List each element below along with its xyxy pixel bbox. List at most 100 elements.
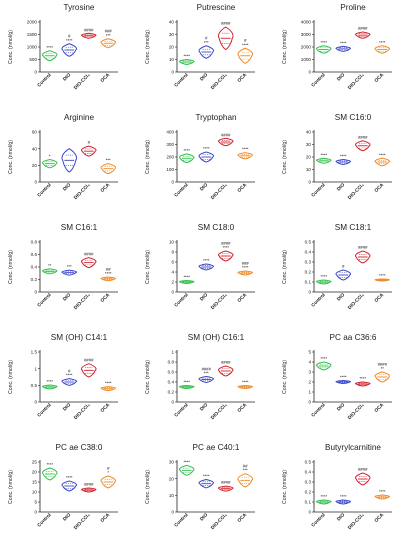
chart-title: PC ae C40:1 xyxy=(193,443,240,452)
significance-label: *** xyxy=(204,371,209,376)
violin-mark xyxy=(42,50,58,62)
violin-mark xyxy=(81,257,97,269)
chart-panel: SM (OH) C16:1 Conc. (nmol/g) 0 0.2 0.4 0.6 0.8… xyxy=(145,333,255,421)
chart-panel: SM C18:1 Conc. (nmol/g) 0 0.1 0.2 0.3 0.4 0.5 **… xyxy=(282,223,392,311)
y-tick-label: 1500 xyxy=(27,32,38,37)
y-tick-label: 40 xyxy=(306,130,312,135)
category-label: DIO-CCl₄ xyxy=(73,512,92,531)
y-tick-label: 0.2 xyxy=(305,490,312,495)
category-label: Control xyxy=(173,402,189,418)
violin-mark xyxy=(61,148,78,173)
y-axis-label: Conc. (nmol/g) xyxy=(282,360,288,394)
violin-mark xyxy=(80,32,97,39)
significance-label: #### xyxy=(221,360,231,365)
y-tick-label: 4 xyxy=(308,360,311,365)
y-tick-label: 0.2 xyxy=(31,277,38,282)
category-label: Control xyxy=(36,72,52,88)
violin-mark xyxy=(335,269,351,281)
significance-label: **** xyxy=(183,54,190,59)
chart-panel: Tyrosine Conc. (nmol/g) 0 500 1000 1500 2000 **… xyxy=(8,3,118,91)
violin-mark xyxy=(100,38,117,49)
chart-title: SM C16:1 xyxy=(61,223,98,232)
violin-mark xyxy=(315,279,332,285)
category-label: DIO-CCl₄ xyxy=(347,182,366,201)
significance-label: #### xyxy=(221,480,231,485)
category-label: DIO xyxy=(199,72,209,82)
y-tick-label: 25 xyxy=(32,460,38,465)
significance-label: **** xyxy=(242,380,249,385)
y-tick-label: 300 xyxy=(166,142,174,147)
y-tick-label: 5 xyxy=(34,500,37,505)
chart-title: Arginine xyxy=(64,113,94,122)
y-axis-label: Conc. (nmol/g) xyxy=(145,360,151,394)
chart-title: Tyrosine xyxy=(64,3,95,12)
category-label: DIO xyxy=(336,512,346,522)
y-axis-label: Conc. (nmol/g) xyxy=(282,140,288,174)
y-tick-label: 0 xyxy=(171,70,174,75)
category-label: Control xyxy=(36,512,52,528)
category-label: DIO xyxy=(199,182,209,192)
y-tick-label: 0.2 xyxy=(168,390,175,395)
violin-mark xyxy=(81,145,97,157)
y-tick-label: 20 xyxy=(32,470,38,475)
significance-label: # xyxy=(107,466,110,471)
y-tick-label: 20 xyxy=(169,45,175,50)
category-label: OCA xyxy=(373,512,385,524)
category-label: OCA xyxy=(99,72,111,84)
violin-mark xyxy=(237,270,254,276)
category-label: DIO xyxy=(62,512,72,522)
chart-panel: Tryptophan Conc. (nmol/g) 0 100 200 300 400 ***… xyxy=(145,113,255,201)
chart-title: Proline xyxy=(340,3,366,12)
y-tick-label: 5 xyxy=(308,350,311,355)
violin-mark xyxy=(335,499,352,505)
violin-mark xyxy=(355,140,371,152)
category-label: OCA xyxy=(236,292,248,304)
category-label: OCA xyxy=(236,182,248,194)
y-tick-label: 0 xyxy=(34,510,37,515)
significance-label: **** xyxy=(222,245,229,250)
category-label: DIO xyxy=(199,402,209,412)
category-label: OCA xyxy=(99,402,111,414)
y-axis-label: Conc. (nmol/g) xyxy=(8,250,14,284)
chart-panel: SM C16:0 Conc. (nmol/g) 0 10 20 30 40 **** Contr… xyxy=(282,113,392,201)
violin-mark xyxy=(335,45,352,52)
violin-mark xyxy=(354,381,371,387)
chart-title: Butyrylcarnitine xyxy=(325,443,381,452)
category-label: OCA xyxy=(236,512,248,524)
y-axis-label: Conc. (nmol/g) xyxy=(8,140,14,174)
y-tick-label: 400 xyxy=(166,130,174,135)
violin-mark xyxy=(178,279,195,285)
significance-label: **** xyxy=(66,475,73,480)
significance-label: *** xyxy=(106,158,111,163)
significance-label: *** xyxy=(243,468,248,473)
y-axis-label: Conc. (nmol/g) xyxy=(145,250,151,284)
y-tick-label: 0.5 xyxy=(305,240,312,245)
chart-title: SM C16:0 xyxy=(335,113,372,122)
y-tick-label: 0 xyxy=(171,180,174,185)
category-label: DIO-CCl₄ xyxy=(347,292,366,311)
y-tick-label: 30 xyxy=(169,460,175,465)
category-label: DIO xyxy=(62,182,72,192)
significance-label: #### xyxy=(84,252,94,257)
y-tick-label: 0 xyxy=(308,290,311,295)
significance-label: **** xyxy=(66,38,73,43)
y-axis-label: Conc. (nmol/g) xyxy=(282,470,288,504)
violin-mark xyxy=(335,158,352,166)
y-tick-label: 0 xyxy=(308,510,311,515)
category-label: DIO-CCl₄ xyxy=(73,292,92,311)
category-label: DIO xyxy=(62,72,72,82)
y-axis-label: Conc. (nmol/g) xyxy=(8,360,14,394)
category-label: OCA xyxy=(99,512,111,524)
y-tick-label: 1 xyxy=(308,390,311,395)
category-label: DIO-CCl₄ xyxy=(347,72,366,91)
y-tick-label: 10 xyxy=(306,167,312,172)
significance-label: # xyxy=(205,36,208,41)
category-label: Control xyxy=(310,402,326,418)
significance-label: #### xyxy=(84,27,94,32)
violin-mark xyxy=(354,31,371,39)
violin-mark xyxy=(374,45,391,54)
significance-label: #### xyxy=(221,21,231,26)
significance-label: **** xyxy=(320,274,327,279)
y-tick-label: 0.3 xyxy=(305,480,312,485)
y-tick-label: 1 xyxy=(34,366,37,371)
